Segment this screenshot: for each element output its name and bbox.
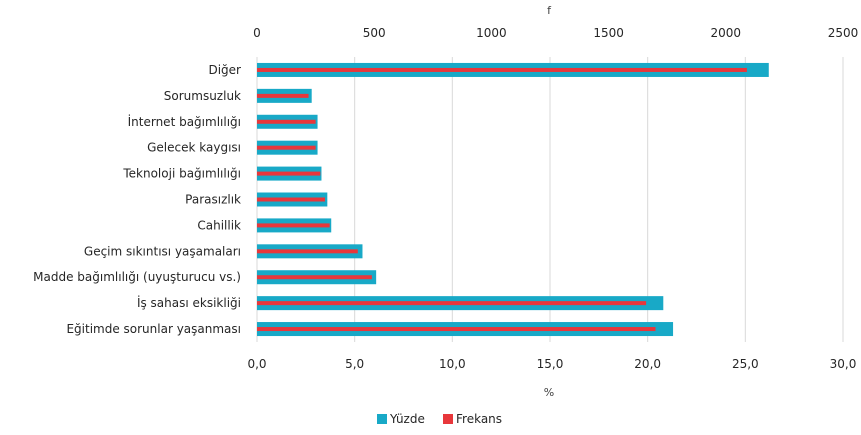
bar-frekans	[257, 249, 358, 254]
bar-frekans	[257, 171, 321, 176]
top-tick-label: 500	[363, 26, 386, 40]
bottom-axis-title: %	[544, 386, 554, 399]
legend: Yüzde Frekans	[377, 412, 502, 426]
bottom-tick-label: 25,0	[732, 357, 759, 371]
bar-frekans	[257, 119, 316, 124]
legend-label: Yüzde	[389, 412, 425, 426]
top-axis-title: f	[547, 4, 552, 17]
bar-frekans	[257, 223, 330, 228]
grid-lines	[256, 57, 844, 342]
category-label: Parasızlık	[185, 193, 241, 207]
top-axis-ticks: 0 500 1000 1500 2000 2500	[253, 26, 858, 40]
bottom-axis-ticks: 0,0 5,0 10,0 15,0 20,0 25,0 30,0	[247, 357, 856, 371]
bottom-tick-label: 15,0	[537, 357, 564, 371]
bar-frekans	[257, 197, 325, 202]
category-label: İş sahası eksikliği	[137, 295, 241, 310]
bar-frekans	[257, 145, 316, 150]
bottom-tick-label: 10,0	[439, 357, 466, 371]
bottom-tick-label: 20,0	[634, 357, 661, 371]
legend-swatch	[443, 414, 453, 424]
legend-label: Frekans	[456, 412, 502, 426]
top-tick-label: 2500	[828, 26, 859, 40]
bar-frekans	[257, 275, 372, 280]
category-label: Sorumsuzluk	[164, 89, 241, 103]
bar-frekans	[257, 67, 747, 72]
bottom-tick-label: 0,0	[247, 357, 266, 371]
top-tick-label: 1500	[593, 26, 624, 40]
category-labels: Diğer Sorumsuzluk İnternet bağımlılığı Gele…	[33, 63, 241, 336]
bottom-tick-label: 5,0	[345, 357, 364, 371]
bar-frekans	[257, 301, 647, 306]
bar-frekans	[257, 327, 656, 332]
bottom-tick-label: 30,0	[830, 357, 857, 371]
bars	[257, 62, 769, 337]
top-tick-label: 1000	[476, 26, 507, 40]
bar-frekans	[257, 93, 309, 98]
category-label: Madde bağımlılığı (uyuşturucu vs.)	[33, 270, 241, 284]
top-tick-label: 0	[253, 26, 261, 40]
category-label: Geçim sıkıntısı yaşamaları	[84, 244, 241, 258]
category-label: Cahillik	[197, 218, 241, 232]
category-label: Teknoloji bağımlılığı	[122, 167, 241, 181]
top-tick-label: 2000	[711, 26, 742, 40]
category-label: Diğer	[208, 63, 241, 77]
legend-swatch	[377, 414, 387, 424]
category-label: İnternet bağımlılığı	[128, 114, 241, 129]
category-label: Eğitimde sorunlar yaşanması	[66, 322, 241, 336]
category-label: Gelecek kaygısı	[147, 141, 241, 155]
